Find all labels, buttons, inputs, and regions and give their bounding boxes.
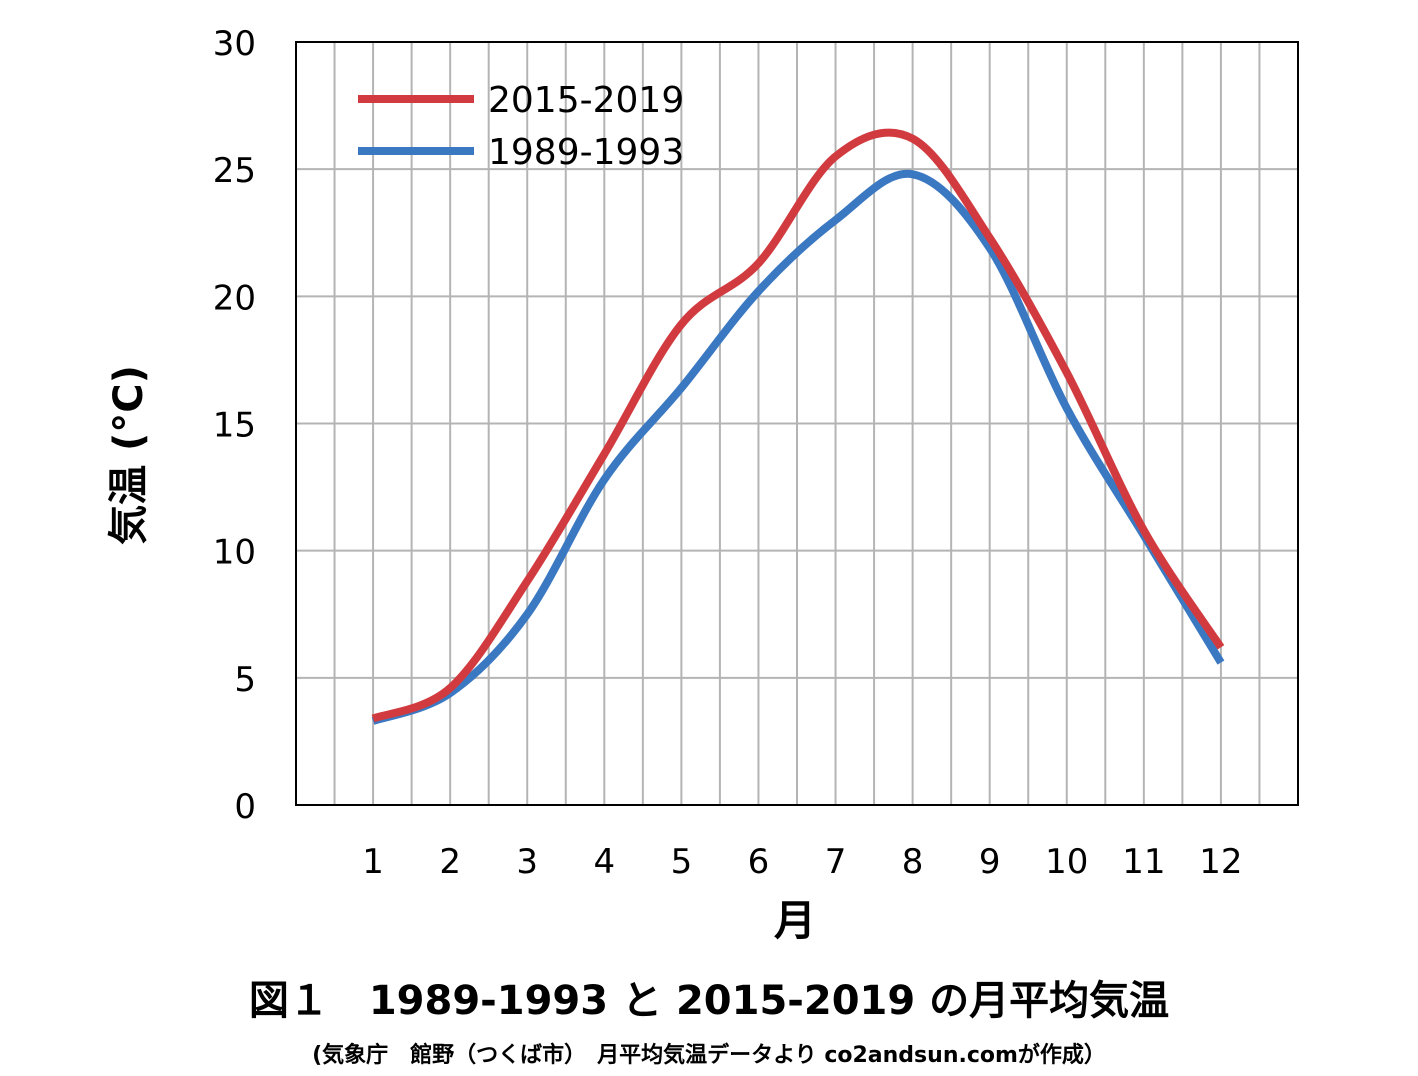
x-tick-label: 10 xyxy=(1045,842,1088,882)
grid-lines xyxy=(296,41,1298,806)
legend: 2015-2019 1989-1993 xyxy=(358,80,684,173)
x-tick-label: 5 xyxy=(671,842,693,882)
x-tick-label: 2 xyxy=(439,842,461,882)
series-line-1989-1993 xyxy=(371,169,1225,725)
y-tick-label: 0 xyxy=(234,787,256,827)
y-tick-label: 10 xyxy=(213,533,256,573)
x-tick-label: 8 xyxy=(902,842,924,882)
y-axis-ticks: 0 5 10 15 20 25 30 xyxy=(213,24,256,827)
x-tick-label: 7 xyxy=(825,842,847,882)
legend-label: 1989-1993 xyxy=(488,132,684,173)
series-lines xyxy=(371,128,1225,725)
figure-caption-title: 図１ 1989-1993 と 2015-2019 の月平均気温 xyxy=(248,978,1170,1024)
y-tick-label: 20 xyxy=(213,278,256,318)
x-axis-ticks: 1 2 3 4 5 6 7 8 9 10 11 12 xyxy=(362,842,1242,882)
y-axis-label: 気温 (°C) xyxy=(106,365,152,545)
series-line-2015-2019 xyxy=(371,128,1225,723)
x-tick-label: 3 xyxy=(516,842,538,882)
x-tick-label: 1 xyxy=(362,842,384,882)
x-tick-label: 6 xyxy=(748,842,770,882)
legend-label: 2015-2019 xyxy=(488,80,684,121)
y-tick-label: 30 xyxy=(213,24,256,64)
figure-caption-source: (気象庁 館野（つくば市） 月平均気温データより co2andsun.comが作… xyxy=(312,1043,1106,1068)
x-tick-label: 9 xyxy=(979,842,1001,882)
plot-frame xyxy=(295,41,1299,806)
x-tick-label: 11 xyxy=(1122,842,1165,882)
y-tick-label: 15 xyxy=(213,406,256,446)
x-tick-label: 12 xyxy=(1199,842,1242,882)
x-tick-label: 4 xyxy=(593,842,615,882)
y-tick-label: 25 xyxy=(213,151,256,191)
y-tick-label: 5 xyxy=(234,660,256,700)
x-axis-label: 月 xyxy=(774,896,816,945)
